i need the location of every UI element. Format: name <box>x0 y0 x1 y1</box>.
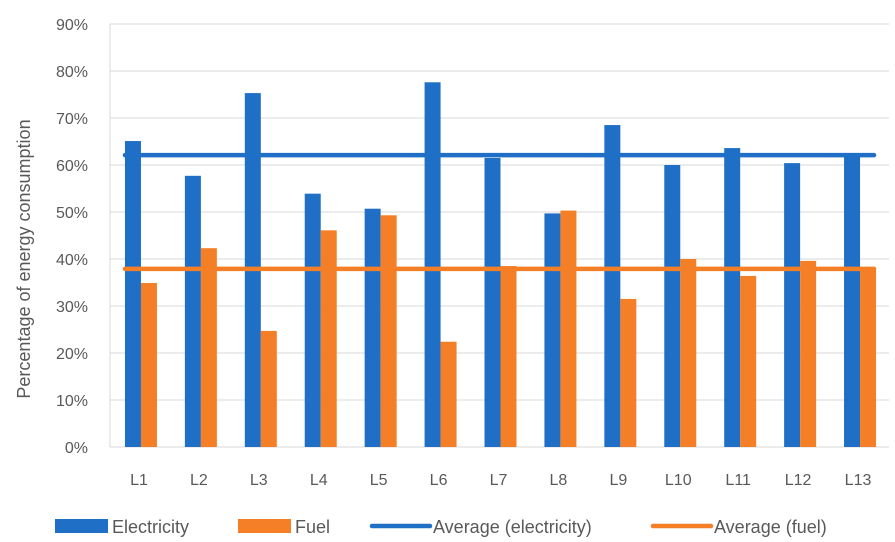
x-tick-label: L9 <box>609 472 627 489</box>
x-tick-label: L7 <box>490 472 508 489</box>
y-tick-label: 80% <box>56 64 88 81</box>
bar-fuel-l4 <box>320 230 337 447</box>
x-tick-label: L5 <box>370 472 388 489</box>
bar-electricity-l4 <box>304 193 321 447</box>
y-tick-label: 30% <box>56 299 88 316</box>
bar-fuel-l8 <box>560 210 577 447</box>
x-tick-label: L3 <box>250 472 268 489</box>
bar-electricity-l10 <box>664 165 681 447</box>
bar-electricity-l13 <box>844 154 861 447</box>
x-tick-label: L2 <box>190 472 208 489</box>
bar-electricity-l1 <box>124 141 141 447</box>
bar-electricity-l2 <box>184 175 201 447</box>
y-tick-label: 90% <box>56 17 88 34</box>
y-tick-labels: 0% 10% 20% 30% 40% 50% 60% 70% 80% 90% <box>56 17 88 457</box>
bar-fuel-l5 <box>380 215 397 447</box>
y-tick-label: 50% <box>56 205 88 222</box>
bar-fuel-l12 <box>800 260 817 447</box>
bar-fuel-l7 <box>500 266 517 447</box>
bar-fuel-l9 <box>620 298 637 447</box>
bars <box>124 82 877 448</box>
x-tick-label: L12 <box>785 472 812 489</box>
x-tick-label: L10 <box>665 472 692 489</box>
y-tick-label: 0% <box>65 440 88 457</box>
legend-label-average-electricity: Average (electricity) <box>433 517 592 537</box>
x-tick-label: L6 <box>430 472 448 489</box>
y-axis-label: Percentage of energy consumption <box>14 119 34 398</box>
x-tick-labels: L1 L2 L3 L4 L5 L6 L7 L8 L9 L10 L11 L12 L13 <box>130 472 871 489</box>
x-tick-label: L1 <box>130 472 148 489</box>
legend-label-electricity: Electricity <box>112 517 189 537</box>
bar-electricity-l6 <box>424 82 441 447</box>
bar-electricity-l9 <box>604 125 621 448</box>
y-tick-label: 20% <box>56 346 88 363</box>
legend-swatch-fuel <box>238 519 291 533</box>
legend: Electricity Fuel Average (electricity) Aver… <box>55 517 827 537</box>
bar-fuel-l1 <box>140 282 157 447</box>
x-tick-label: L8 <box>550 472 568 489</box>
bar-fuel-l3 <box>260 330 277 447</box>
bar-electricity-l8 <box>544 213 561 447</box>
y-tick-label: 60% <box>56 158 88 175</box>
y-tick-label: 40% <box>56 252 88 269</box>
bar-electricity-l7 <box>484 157 501 447</box>
y-tick-label: 10% <box>56 393 88 410</box>
bar-electricity-l12 <box>784 163 801 447</box>
legend-label-fuel: Fuel <box>295 517 330 537</box>
bar-electricity-l11 <box>724 148 741 447</box>
bar-fuel-l6 <box>440 341 457 447</box>
y-tick-label: 70% <box>56 111 88 128</box>
bar-fuel-l11 <box>740 275 757 447</box>
bar-fuel-l10 <box>680 259 697 447</box>
average-lines <box>122 152 877 272</box>
legend-swatch-electricity <box>55 519 108 533</box>
bar-fuel-l2 <box>200 248 217 447</box>
x-tick-label: L11 <box>725 472 751 489</box>
x-tick-label: L4 <box>310 472 328 489</box>
legend-label-average-fuel: Average (fuel) <box>714 517 827 537</box>
bar-fuel-l13 <box>860 269 877 447</box>
x-tick-label: L13 <box>845 472 872 489</box>
bar-electricity-l5 <box>364 208 381 447</box>
